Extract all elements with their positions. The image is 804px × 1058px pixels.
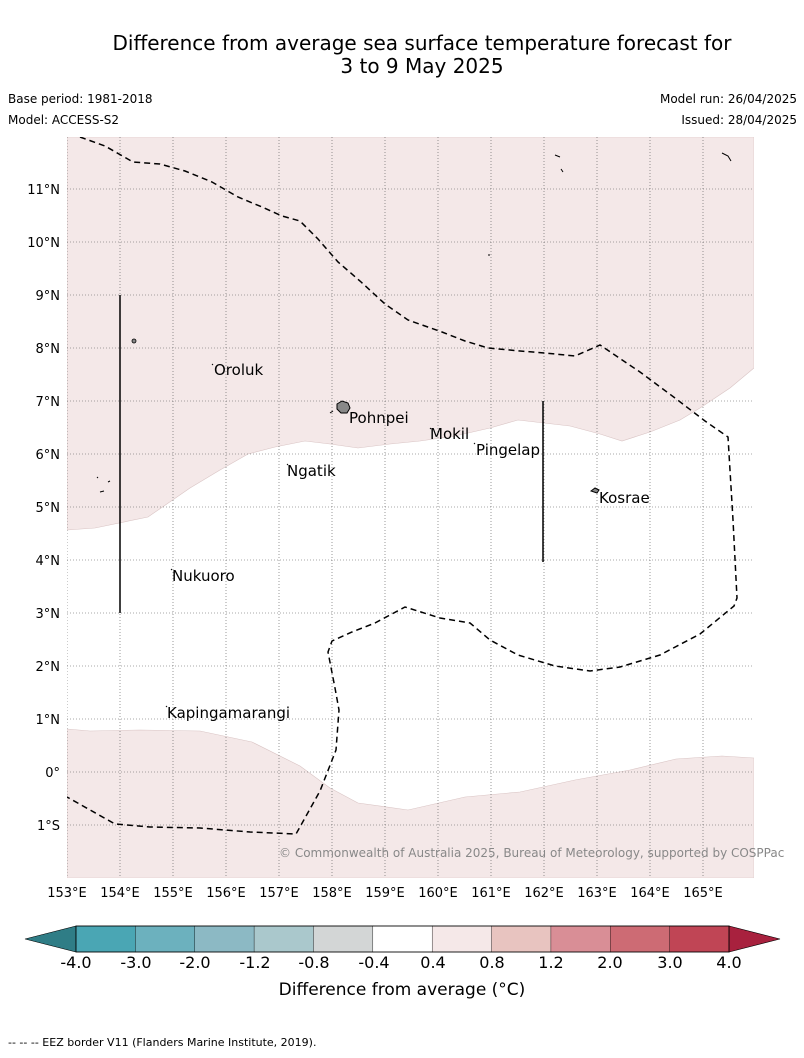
colorbar-cell xyxy=(194,925,255,953)
colorbar-cell xyxy=(135,925,196,953)
warm-anomaly-region-north xyxy=(67,137,754,531)
lon-label: 158°E xyxy=(312,886,352,901)
lon-label: 160°E xyxy=(418,886,458,901)
colorbar-tick: 0.8 xyxy=(479,953,504,972)
place-label-kosrae: Kosrae xyxy=(599,489,650,507)
colorbar-tick: 4.0 xyxy=(716,953,741,972)
issued-date: Issued: 28/04/2025 xyxy=(681,113,797,127)
kosrae-island xyxy=(589,487,600,494)
lon-label: 157°E xyxy=(259,886,299,901)
colorbar-cell xyxy=(75,925,137,953)
model-run: Model run: 26/04/2025 xyxy=(659,92,797,106)
lat-label: 1°N xyxy=(36,713,61,728)
lon-label: 156°E xyxy=(206,886,246,901)
colorbar-cell xyxy=(313,925,374,953)
map-area: Oroluk Pohnpei Mokil Pingelap Ngatik Kos… xyxy=(67,137,754,878)
colorbar-tick-labels: -4.0 -3.0 -2.0 -1.2 -0.8 -0.4 0.4 0.8 1.… xyxy=(60,953,741,972)
colorbar-tick: 1.2 xyxy=(538,953,563,972)
lat-label: 7°N xyxy=(36,395,61,410)
lat-label: 9°N xyxy=(36,289,61,304)
lon-label: 165°E xyxy=(683,886,723,901)
colorbar-tick: 3.0 xyxy=(657,953,682,972)
lat-label: 8°N xyxy=(36,342,61,357)
longitude-labels: 153°E 154°E 155°E 156°E 157°E 158°E 159°… xyxy=(47,886,723,901)
lat-label: 11°N xyxy=(27,183,60,198)
lon-label: 161°E xyxy=(471,886,511,901)
place-label-ngatik: Ngatik xyxy=(287,462,336,480)
colorbar-tick: -1.2 xyxy=(239,953,270,972)
colorbar-tick: 2.0 xyxy=(597,953,622,972)
place-label-nukuoro: Nukuoro xyxy=(172,567,235,585)
title-line-2: 3 to 9 May 2025 xyxy=(340,54,504,78)
place-label-pingelap: Pingelap xyxy=(476,441,540,459)
colorbar-outline xyxy=(75,925,730,953)
lon-label: 155°E xyxy=(153,886,193,901)
colorbar-title: Difference from average (°C) xyxy=(278,980,526,1000)
eez-borders xyxy=(67,137,738,835)
lat-label: 3°N xyxy=(36,607,61,622)
colorbar-extend-low xyxy=(24,925,77,953)
map-title: Difference from average sea surface temp… xyxy=(40,32,804,78)
colorbar-cell xyxy=(669,925,730,953)
colorbar-tick: -2.0 xyxy=(179,953,210,972)
colorbar-cells xyxy=(75,925,730,953)
colorbar xyxy=(24,925,781,953)
small-island xyxy=(131,338,137,344)
colorbar-cell xyxy=(253,925,315,953)
pohnpei-island xyxy=(336,400,351,414)
lat-label: 0° xyxy=(45,766,60,781)
place-labels: Oroluk Pohnpei Mokil Pingelap Ngatik Kos… xyxy=(167,361,650,722)
lon-label: 164°E xyxy=(630,886,670,901)
title-line-1: Difference from average sea surface temp… xyxy=(112,31,732,55)
colorbar-tick: -0.4 xyxy=(358,953,389,972)
lat-label: 6°N xyxy=(36,448,61,463)
copyright-notice: © Commonwealth of Australia 2025, Bureau… xyxy=(279,846,784,860)
colorbar-cell xyxy=(550,925,611,953)
latitude-labels: 11°N 10°N 9°N 8°N 7°N 6°N 5°N 4°N 3°N 2°… xyxy=(27,183,60,834)
colorbar-cell xyxy=(431,925,493,953)
eez-footnote: -- -- -- EEZ border V11 (Flanders Marine… xyxy=(8,1036,317,1049)
colorbar-tick: -3.0 xyxy=(120,953,151,972)
place-label-oroluk: Oroluk xyxy=(214,361,263,379)
colorbar-tick: -0.8 xyxy=(298,953,329,972)
lat-label: 2°N xyxy=(36,660,61,675)
model-name: Model: ACCESS-S2 xyxy=(8,113,120,127)
colorbar-extend-high xyxy=(728,925,781,953)
graticule xyxy=(67,137,754,878)
lon-label: 154°E xyxy=(100,886,140,901)
lon-label: 159°E xyxy=(365,886,405,901)
place-label-pohnpei: Pohnpei xyxy=(349,409,409,427)
base-period: Base period: 1981-2018 xyxy=(8,92,153,106)
colorbar-cell xyxy=(372,925,433,953)
colorbar-tick: -4.0 xyxy=(60,953,91,972)
lat-label: 10°N xyxy=(27,236,60,251)
warm-anomaly-region-south xyxy=(67,728,754,878)
lon-label: 162°E xyxy=(524,886,564,901)
place-label-mokil: Mokil xyxy=(430,425,469,443)
lon-label: 153°E xyxy=(47,886,87,901)
island-markers xyxy=(96,152,732,708)
lat-label: 5°N xyxy=(36,501,61,516)
colorbar-cell xyxy=(610,925,671,953)
lat-label: 1°S xyxy=(37,819,60,834)
colorbar-cell xyxy=(491,925,552,953)
lon-label: 163°E xyxy=(577,886,617,901)
colorbar-tick: 0.4 xyxy=(420,953,445,972)
place-label-kapingamarangi: Kapingamarangi xyxy=(167,704,290,722)
lat-label: 4°N xyxy=(36,554,61,569)
